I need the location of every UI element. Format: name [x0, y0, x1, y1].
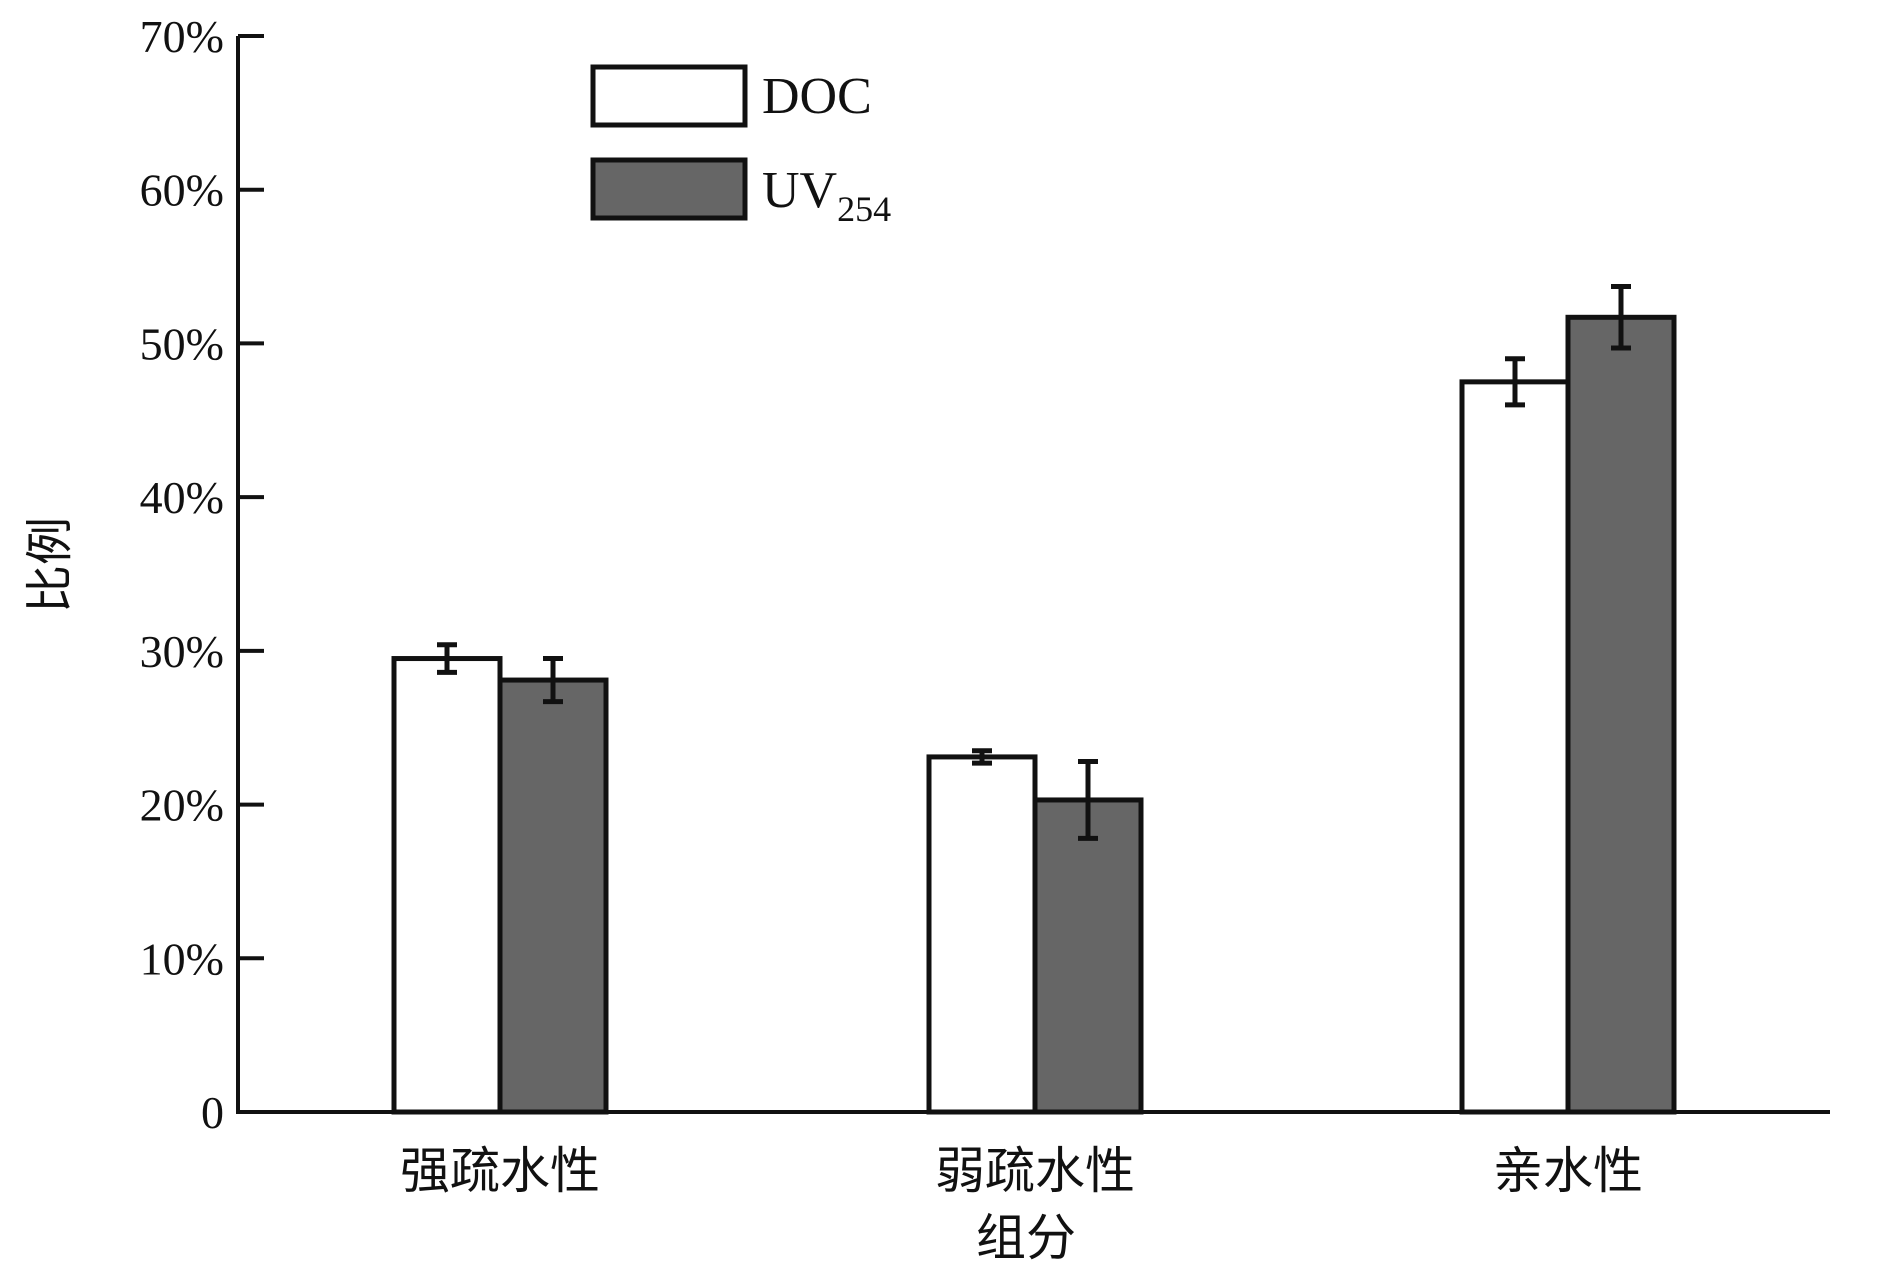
bar-uv254-2	[1565, 314, 1677, 1115]
legend-label-uv254-sub: 254	[837, 189, 891, 229]
error-bar-doc-2	[1505, 356, 1525, 408]
legend-label-doc: DOC	[762, 68, 872, 125]
y-tick-label: 40%	[140, 472, 224, 523]
y-tick-label: 0	[201, 1087, 224, 1138]
x-axis-title: 组分	[976, 1209, 1076, 1265]
bar-uv254-1	[1032, 797, 1144, 1115]
category-label-0: 强疏水性	[400, 1142, 600, 1200]
legend-label-uv254-main: UV	[762, 162, 837, 219]
error-bar-uv254-1	[1078, 759, 1098, 841]
bar-doc-0	[391, 656, 503, 1115]
error-bar-uv254-2	[1611, 284, 1631, 351]
y-ticks-layer: 0 10% 20% 30% 40% 50% 60% 70%	[140, 11, 264, 1138]
legend-label-uv254: UV254	[762, 162, 891, 229]
category-label-2: 亲水性	[1493, 1142, 1643, 1200]
y-tick-label: 50%	[140, 318, 224, 369]
axes-layer	[236, 36, 1830, 1114]
y-tick-label: 60%	[140, 165, 224, 216]
error-bars-layer	[437, 284, 1631, 841]
bars-layer	[391, 314, 1677, 1115]
bar-doc-1	[926, 754, 1038, 1115]
y-tick-label: 10%	[140, 933, 224, 984]
y-tick-label: 30%	[140, 626, 224, 677]
error-bar-uv254-0	[543, 656, 563, 705]
legend-swatch-doc	[590, 64, 748, 128]
legend-swatch-uv254	[590, 157, 748, 221]
y-axis-title: 比例	[22, 517, 78, 613]
category-label-1: 弱疏水性	[935, 1142, 1135, 1200]
error-bar-doc-1	[972, 748, 992, 766]
legend: DOC UV254	[590, 64, 891, 229]
bar-uv254-0	[497, 677, 609, 1115]
bar-doc-2	[1459, 379, 1571, 1115]
category-labels-layer: 强疏水性 弱疏水性 亲水性	[400, 1142, 1643, 1200]
error-bar-doc-0	[437, 642, 457, 675]
y-tick-label: 70%	[140, 11, 224, 62]
y-tick-label: 20%	[140, 780, 224, 831]
